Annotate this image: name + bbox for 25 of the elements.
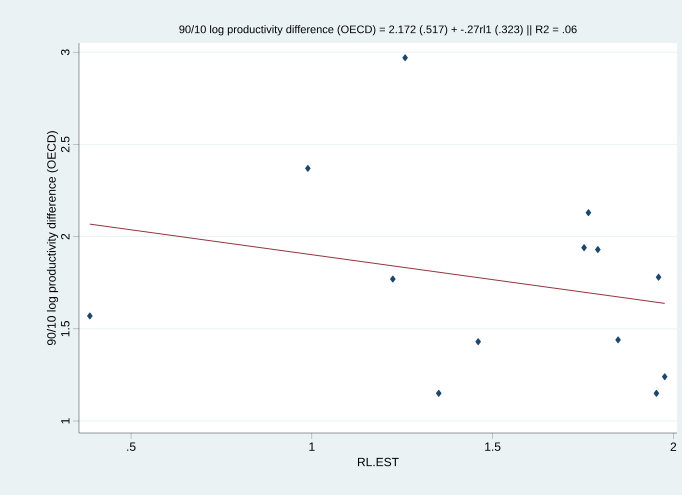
x-tick-label: 2 bbox=[670, 442, 676, 451]
y-tick-label: 3 bbox=[60, 49, 70, 56]
x-tick-label: 1 bbox=[309, 442, 315, 451]
x-axis-title: RL.EST bbox=[358, 458, 399, 466]
y-tick-label: 1 bbox=[61, 418, 70, 424]
point bbox=[662, 373, 668, 380]
x-tick-label: 1.5 bbox=[485, 442, 500, 451]
point bbox=[436, 390, 442, 397]
y-tick-label: 2.5 bbox=[60, 136, 70, 152]
chart-title: 90/10 log productivity difference (OECD) = 2.172 (.517) + -.27rl1 (.323) || R2 = .06 bbox=[179, 25, 577, 36]
x-tick-label: .5 bbox=[127, 442, 136, 451]
point bbox=[87, 312, 93, 320]
y-tick-label: 1.5 bbox=[61, 320, 70, 336]
y-tick-label: 2 bbox=[61, 234, 70, 240]
point bbox=[615, 336, 621, 344]
point bbox=[390, 276, 396, 283]
point bbox=[475, 338, 481, 346]
y-axis-title: 90/10 log productivity difference (OECD) bbox=[46, 131, 58, 346]
point bbox=[654, 390, 660, 397]
point bbox=[586, 209, 592, 216]
point bbox=[305, 164, 311, 172]
point bbox=[595, 246, 601, 254]
point bbox=[402, 54, 408, 62]
point bbox=[656, 274, 662, 281]
point bbox=[581, 244, 587, 252]
